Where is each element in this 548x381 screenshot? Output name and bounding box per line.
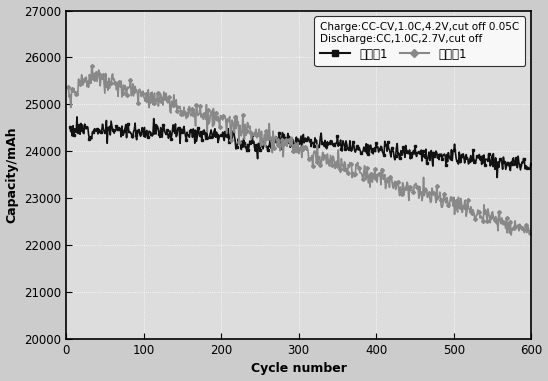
Legend: 实施例1, 对比例1: 实施例1, 对比例1 [315,16,526,66]
X-axis label: Cycle number: Cycle number [251,362,347,375]
Y-axis label: Capacity/mAh: Capacity/mAh [5,126,19,223]
